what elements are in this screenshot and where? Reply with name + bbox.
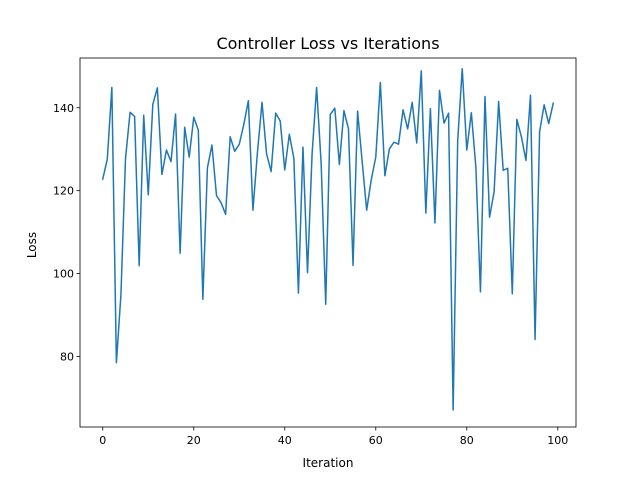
y-tick-label: 100 [53, 268, 74, 281]
y-tick-label: 120 [53, 185, 74, 198]
x-tick-label: 60 [369, 434, 383, 447]
x-tick-label: 20 [187, 434, 201, 447]
x-tick-label: 100 [547, 434, 568, 447]
plot-area: 0 20 40 60 80 100 80 100 120 140 [53, 57, 577, 447]
x-tick-label: 80 [460, 434, 474, 447]
series-line-0 [101, 68, 555, 411]
x-tick-label: 40 [278, 434, 292, 447]
y-axis-label: Loss [25, 232, 39, 258]
chart-title: Controller Loss vs Iterations [216, 34, 439, 53]
axes-frame [79, 57, 577, 428]
x-axis-label: Iteration [303, 456, 354, 470]
y-tick-label: 140 [53, 102, 74, 115]
x-tick-label: 0 [99, 434, 106, 447]
y-tick-label: 80 [60, 351, 74, 364]
